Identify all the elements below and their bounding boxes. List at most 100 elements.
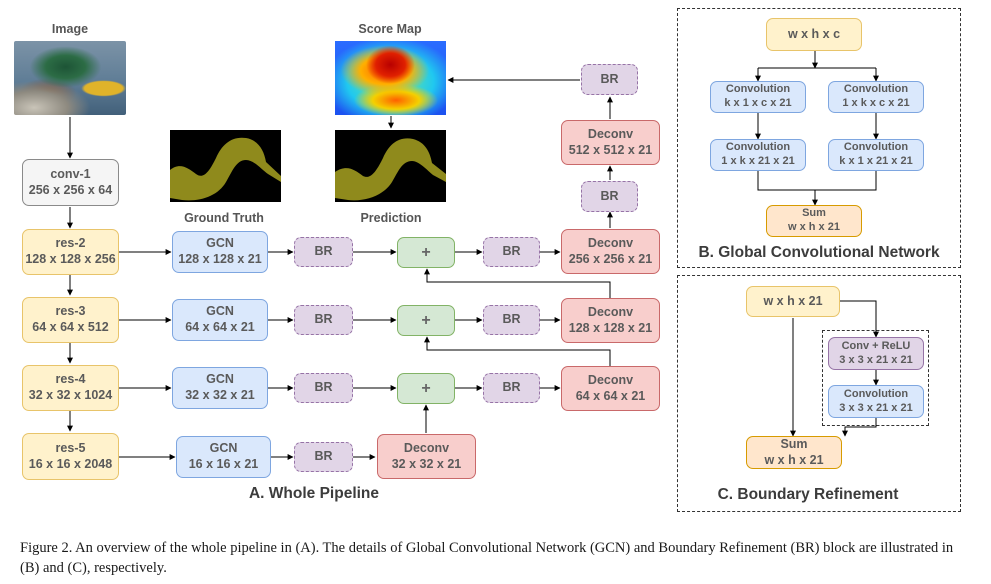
input-duck-image: [14, 41, 126, 115]
encoder-res-5: res-5 16 x 16 x 2048: [22, 433, 119, 480]
br-block: BR: [483, 305, 540, 335]
node-name: w x h x c: [787, 26, 841, 41]
node-name: +: [421, 379, 431, 397]
br-residual-branch: [822, 330, 929, 426]
node-size: k x 1 x c x 21: [724, 97, 792, 109]
gcn-input-node: w x h x c: [766, 18, 862, 51]
node-name: +: [421, 311, 431, 329]
br-block: BR: [483, 237, 540, 267]
node-name: BR: [502, 244, 521, 259]
node-size: 16 x 16 x 2048: [28, 456, 113, 471]
encoder-conv-1: conv-1 256 x 256 x 64: [22, 159, 119, 206]
node-name: conv-1: [50, 166, 91, 181]
br-block: BR: [294, 373, 353, 403]
figure-caption: Figure 2. An overview of the whole pipel…: [20, 540, 954, 576]
gcn-detail-panel: [677, 8, 961, 268]
node-name: BR: [502, 312, 521, 327]
node-size: 1 x k x c x 21: [842, 97, 910, 109]
br-sum-node: Sum w x h x 21: [746, 436, 842, 469]
gcn-conv-left-1: Convolution k x 1 x c x 21: [710, 81, 806, 113]
node-size: 128 x 128 x 21: [568, 320, 653, 335]
node-size: 16 x 16 x 21: [188, 457, 259, 471]
node-size: 64 x 64 x 21: [185, 320, 255, 334]
node-name: BR: [314, 449, 333, 464]
encoder-res-4: res-4 32 x 32 x 1024: [22, 365, 119, 411]
score-map-image: [335, 41, 446, 115]
node-name: res-4: [55, 372, 86, 387]
prediction-label: Prediction: [360, 211, 422, 225]
ground-truth-label: Ground Truth: [184, 211, 264, 225]
node-name: +: [421, 243, 431, 261]
section-b-title: B. Global Convolutional Network: [698, 244, 940, 261]
gcn-conv-right-1: Convolution 1 x k x c x 21: [828, 81, 924, 113]
deconv-128: Deconv 128 x 128 x 21: [561, 298, 660, 343]
node-size: 256 x 256 x 21: [568, 251, 653, 266]
node-name: res-3: [55, 304, 86, 319]
br-block: BR: [294, 237, 353, 267]
node-name: GCN: [206, 304, 234, 319]
node-name: w x h x 21: [763, 293, 823, 308]
node-name: Convolution: [725, 141, 791, 154]
node-size: 32 x 32 x 21: [391, 456, 462, 471]
node-size: 1 x k x 21 x 21: [721, 155, 795, 167]
image-label: Image: [51, 22, 89, 36]
br-block: BR: [294, 305, 353, 335]
node-name: Sum: [802, 207, 826, 220]
gcn-conv-left-2: Convolution 1 x k x 21 x 21: [710, 139, 806, 171]
node-name: GCN: [206, 236, 234, 251]
node-name: Convolution: [843, 141, 909, 154]
node-size: 3 x 3 x 21 x 21: [839, 401, 913, 414]
node-name: res-2: [55, 236, 86, 251]
br-block: BR: [581, 64, 638, 95]
prediction-mask: [335, 130, 446, 202]
node-size: 64 x 64 x 512: [32, 320, 109, 334]
node-size: w x h x 21: [764, 452, 824, 467]
node-size: k x 1 x 21 x 21: [839, 155, 913, 167]
node-name: BR: [600, 71, 619, 86]
node-name: BR: [314, 244, 333, 259]
node-name: Sum: [780, 436, 808, 451]
gcn-conv-right-2: Convolution k x 1 x 21 x 21: [828, 139, 924, 171]
br-input-node: w x h x 21: [746, 286, 840, 317]
node-size: 256 x 256 x 64: [28, 182, 113, 197]
node-name: GCN: [209, 441, 238, 456]
br-block: BR: [294, 442, 353, 472]
node-size: 128 x 128 x 256: [25, 252, 116, 266]
node-name: res-5: [55, 440, 86, 455]
node-size: w x h x 21: [788, 221, 840, 233]
node-name: Deconv: [587, 304, 634, 319]
gcn-block-4: GCN 16 x 16 x 21: [176, 436, 271, 478]
deconv-256: Deconv 256 x 256 x 21: [561, 229, 660, 274]
sum-node: +: [397, 305, 455, 336]
node-name: GCN: [206, 372, 234, 387]
ground-truth-mask: [170, 130, 281, 202]
br-conv-relu-node: Conv + ReLU 3 x 3 x 21 x 21: [828, 337, 924, 370]
gcn-sum-node: Sum w x h x 21: [766, 205, 862, 237]
node-name: BR: [314, 380, 333, 395]
deconv-512: Deconv 512 x 512 x 21: [561, 120, 660, 165]
node-name: Deconv: [587, 126, 634, 141]
node-name: BR: [600, 188, 619, 203]
node-name: Conv + ReLU: [841, 339, 911, 352]
node-size: 32 x 32 x 1024: [28, 388, 113, 402]
gcn-block-2: GCN 64 x 64 x 21: [172, 299, 268, 341]
node-name: Deconv: [403, 440, 450, 455]
gcn-block-1: GCN 128 x 128 x 21: [172, 231, 268, 273]
encoder-res-3: res-3 64 x 64 x 512: [22, 297, 119, 343]
node-size: 32 x 32 x 21: [185, 388, 255, 402]
node-size: 128 x 128 x 21: [178, 252, 262, 266]
encoder-res-2: res-2 128 x 128 x 256: [22, 229, 119, 275]
node-name: BR: [314, 312, 333, 327]
score-map-label: Score Map: [358, 22, 422, 36]
node-name: Convolution: [725, 83, 791, 96]
node-name: BR: [502, 380, 521, 395]
section-c-title: C. Boundary Refinement: [717, 486, 899, 503]
br-block: BR: [483, 373, 540, 403]
gcn-block-3: GCN 32 x 32 x 21: [172, 367, 268, 409]
deconv-32: Deconv 32 x 32 x 21: [377, 434, 476, 479]
node-name: Deconv: [587, 235, 634, 250]
br-detail-panel: [677, 275, 961, 512]
node-name: Convolution: [843, 387, 909, 400]
